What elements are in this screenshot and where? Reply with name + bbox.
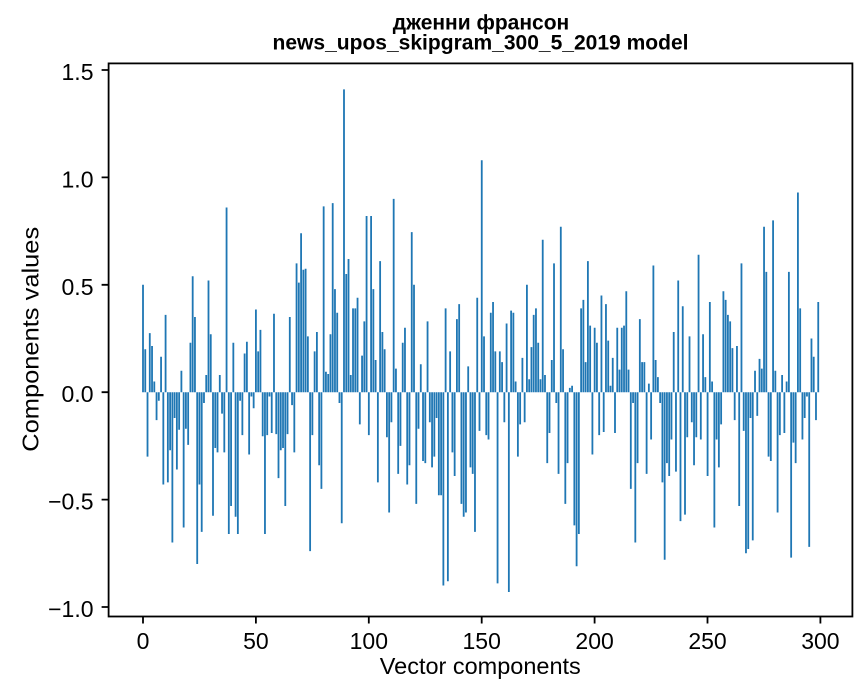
svg-text:200: 200 [575,628,613,654]
svg-text:news_upos_skipgram_300_5_2019: news_upos_skipgram_300_5_2019 model [273,32,689,55]
svg-text:0: 0 [137,628,150,654]
svg-text:1.5: 1.5 [62,59,94,85]
svg-text:150: 150 [463,628,501,654]
svg-text:−1.0: −1.0 [48,596,93,622]
svg-text:дженни франсон: дженни франсон [393,12,570,35]
svg-text:−0.5: −0.5 [48,489,93,515]
svg-text:300: 300 [801,628,839,654]
svg-text:100: 100 [350,628,388,654]
svg-text:1.0: 1.0 [62,166,94,192]
svg-text:Vector components: Vector components [380,653,581,679]
svg-text:0.5: 0.5 [62,274,94,300]
svg-text:50: 50 [243,628,269,654]
svg-text:0.0: 0.0 [62,381,94,407]
svg-text:Components values: Components values [18,227,44,452]
svg-text:250: 250 [688,628,726,654]
